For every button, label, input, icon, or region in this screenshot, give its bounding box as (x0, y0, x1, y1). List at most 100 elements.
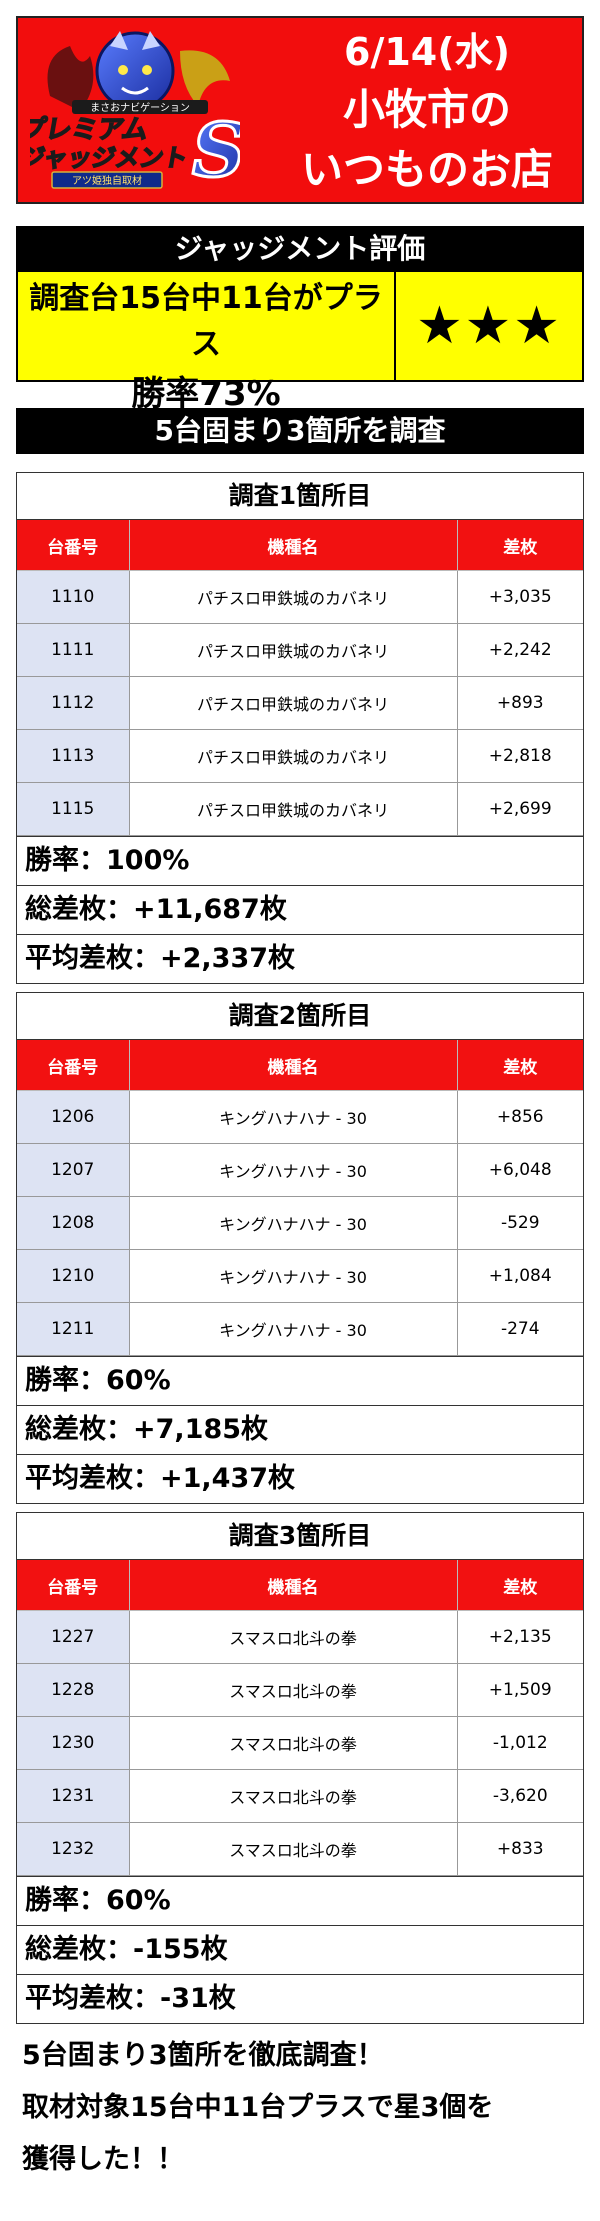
machine-number: 1112 (17, 676, 130, 730)
column-header-num: 台番号 (17, 1040, 130, 1091)
machine-number: 1227 (17, 1610, 130, 1664)
table-row: 1112 パチスロ甲鉄城のカバネリ +893 (17, 676, 583, 730)
coin-difference: +6,048 (456, 1143, 583, 1197)
table-row: 1211 キングハナハナ - 30 -274 (17, 1302, 583, 1356)
machine-model: スマスロ北斗の拳 (128, 1610, 458, 1664)
header-banner: まさおナビゲーション プレミアム ジャッジメント S アツ姫独自取材 6/14(… (16, 16, 584, 204)
logo-ribbon: アツ姫独自取材 (72, 174, 142, 187)
survey-block-1: 調査1箇所目 台番号 機種名 差枚 1110 パチスロ甲鉄城のカバネリ +3,0… (16, 472, 584, 984)
average-difference: 平均差枚：-31枚 (17, 1974, 583, 2023)
banner-store-line2: いつものお店 (300, 145, 553, 194)
machine-model: キングハナハナ - 30 (128, 1302, 458, 1356)
coin-difference: +2,242 (456, 623, 583, 677)
banner-store-line1: 小牧市の (342, 85, 511, 134)
column-header-model: 機種名 (128, 520, 458, 571)
machine-number: 1206 (17, 1090, 130, 1144)
survey-title: 調査3箇所目 (17, 1513, 583, 1560)
machine-model: キングハナハナ - 30 (128, 1090, 458, 1144)
table-row: 1208 キングハナハナ - 30 -529 (17, 1196, 583, 1250)
coin-difference: -274 (456, 1302, 583, 1356)
machine-number: 1231 (17, 1769, 130, 1823)
section-heading: 5台固まり3箇所を調査 (16, 408, 584, 454)
machine-model: パチスロ甲鉄城のカバネリ (128, 782, 458, 836)
machine-number: 1110 (17, 570, 130, 624)
banner-date: 6/14(水) (344, 30, 510, 74)
column-header-num: 台番号 (17, 520, 130, 571)
total-difference: 総差枚：-155枚 (17, 1925, 583, 1974)
machine-model: スマスロ北斗の拳 (128, 1822, 458, 1876)
machine-number: 1230 (17, 1716, 130, 1770)
evaluation-win-rate: 勝率73% (131, 374, 281, 414)
coin-difference: +3,035 (456, 570, 583, 624)
machine-number: 1208 (17, 1196, 130, 1250)
closing-line-3: 獲得した！！ (22, 2144, 184, 2175)
evaluation-summary: 調査台15台中11台がプラス 勝率73% (18, 272, 396, 414)
machine-number: 1210 (17, 1249, 130, 1303)
evaluation-plus-count: 調査台15台中11台がプラス (29, 281, 383, 362)
survey-table: 台番号 機種名 差枚 1206 キングハナハナ - 30 +856 1207 キ… (17, 1040, 583, 1356)
machine-model: スマスロ北斗の拳 (128, 1769, 458, 1823)
coin-difference: +2,818 (456, 729, 583, 783)
table-row: 1227 スマスロ北斗の拳 +2,135 (17, 1610, 583, 1664)
machine-model: キングハナハナ - 30 (128, 1249, 458, 1303)
table-header-row: 台番号 機種名 差枚 (17, 520, 583, 571)
machine-number: 1115 (17, 782, 130, 836)
machine-model: スマスロ北斗の拳 (128, 1663, 458, 1717)
win-rate: 勝率：60% (17, 1356, 583, 1405)
coin-difference: +2,699 (456, 782, 583, 836)
coin-difference: -3,620 (456, 1769, 583, 1823)
table-row: 1228 スマスロ北斗の拳 +1,509 (17, 1663, 583, 1717)
average-difference: 平均差枚：+1,437枚 (17, 1454, 583, 1503)
coin-difference: +2,135 (456, 1610, 583, 1664)
closing-summary: 5台固まり3箇所を徹底調査！ 取材対象15台中11台プラスで星3個を 獲得した！… (22, 2030, 582, 2186)
machine-model: パチスロ甲鉄城のカバネリ (128, 570, 458, 624)
column-header-diff: 差枚 (456, 1040, 583, 1091)
logo-tagline: まさおナビゲーション (90, 102, 190, 114)
machine-number: 1211 (17, 1302, 130, 1356)
machine-model: パチスロ甲鉄城のカバネリ (128, 676, 458, 730)
column-header-num: 台番号 (17, 1560, 130, 1611)
evaluation-heading: ジャッジメント評価 (16, 226, 584, 272)
total-difference: 総差枚：+7,185枚 (17, 1405, 583, 1454)
machine-model: キングハナハナ - 30 (128, 1196, 458, 1250)
closing-line-2: 取材対象15台中11台プラスで星3個を (22, 2092, 494, 2123)
logo-s-letter: S (192, 108, 240, 194)
machine-number: 1207 (17, 1143, 130, 1197)
machine-model: パチスロ甲鉄城のカバネリ (128, 729, 458, 783)
table-row: 1115 パチスロ甲鉄城のカバネリ +2,699 (17, 782, 583, 836)
table-row: 1113 パチスロ甲鉄城のカバネリ +2,818 (17, 729, 583, 783)
total-difference: 総差枚：+11,687枚 (17, 885, 583, 934)
survey-block-2: 調査2箇所目 台番号 機種名 差枚 1206 キングハナハナ - 30 +856… (16, 992, 584, 1504)
column-header-diff: 差枚 (456, 1560, 583, 1611)
table-row: 1210 キングハナハナ - 30 +1,084 (17, 1249, 583, 1303)
table-row: 1111 パチスロ甲鉄城のカバネリ +2,242 (17, 623, 583, 677)
table-row: 1230 スマスロ北斗の拳 -1,012 (17, 1716, 583, 1770)
column-header-model: 機種名 (128, 1560, 458, 1611)
survey-table: 台番号 機種名 差枚 1110 パチスロ甲鉄城のカバネリ +3,035 1111… (17, 520, 583, 836)
win-rate: 勝率：60% (17, 1876, 583, 1925)
star-rating: ★★★ (416, 296, 562, 356)
win-rate: 勝率：100% (17, 836, 583, 885)
coin-difference: -1,012 (456, 1716, 583, 1770)
table-row: 1231 スマスロ北斗の拳 -3,620 (17, 1769, 583, 1823)
machine-model: キングハナハナ - 30 (128, 1143, 458, 1197)
survey-title: 調査1箇所目 (17, 473, 583, 520)
survey-table: 台番号 機種名 差枚 1227 スマスロ北斗の拳 +2,135 1228 スマス… (17, 1560, 583, 1876)
banner-text: 6/14(水) 小牧市の いつものお店 (268, 24, 586, 200)
machine-number: 1232 (17, 1822, 130, 1876)
average-difference: 平均差枚：+2,337枚 (17, 934, 583, 983)
table-row: 1232 スマスロ北斗の拳 +833 (17, 1822, 583, 1876)
column-header-model: 機種名 (128, 1040, 458, 1091)
logo-word-premium: プレミアム (30, 115, 150, 145)
survey-title: 調査2箇所目 (17, 993, 583, 1040)
table-row: 1206 キングハナハナ - 30 +856 (17, 1090, 583, 1144)
machine-model: スマスロ北斗の拳 (128, 1716, 458, 1770)
table-row: 1207 キングハナハナ - 30 +6,048 (17, 1143, 583, 1197)
machine-number: 1228 (17, 1663, 130, 1717)
column-header-diff: 差枚 (456, 520, 583, 571)
coin-difference: +893 (456, 676, 583, 730)
closing-line-1: 5台固まり3箇所を徹底調査！ (22, 2040, 384, 2071)
table-header-row: 台番号 機種名 差枚 (17, 1040, 583, 1091)
coin-difference: +833 (456, 1822, 583, 1876)
machine-number: 1113 (17, 729, 130, 783)
